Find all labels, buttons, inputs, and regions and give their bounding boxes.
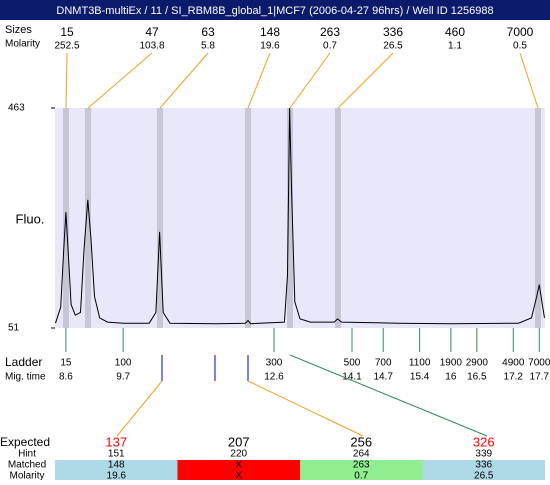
peak-size: 47	[145, 25, 159, 39]
trace	[55, 107, 545, 325]
ladder-size: 1900	[440, 358, 463, 369]
peak-band	[335, 108, 341, 328]
row-label: Molarity	[9, 471, 44, 480]
plot-area	[55, 108, 545, 328]
peak-size: 15	[60, 25, 74, 39]
ladder-size: 1100	[409, 358, 431, 369]
ladder-size: 100	[115, 358, 132, 369]
peak-molarity: 26.5	[383, 41, 403, 52]
y-axis-label: Fluo.	[16, 211, 45, 226]
peak-molarity: 0.5	[513, 41, 527, 52]
expected-value: 326	[473, 434, 495, 449]
peak-molarity: 0.7	[323, 41, 337, 52]
ladder-size: 2900	[466, 358, 489, 369]
y-tick-label: 463	[8, 103, 25, 114]
peak-band	[85, 108, 91, 328]
hint-value: 339	[475, 449, 492, 460]
peak-pointer	[247, 52, 271, 109]
peak-band	[535, 108, 541, 328]
hint-value: 151	[108, 449, 125, 460]
ladder-size: 7000	[528, 358, 550, 369]
peak-size: 63	[201, 25, 215, 39]
peak-size: 336	[383, 25, 403, 39]
expected-value: 137	[105, 434, 127, 449]
match-cell	[422, 460, 545, 480]
ladder-time: 14.1	[342, 372, 362, 383]
ladder-size: 4900	[502, 358, 525, 369]
molarity-value: 19.6	[107, 471, 127, 480]
peak-band	[157, 108, 163, 328]
match-cell	[55, 460, 178, 480]
peak-size: 460	[445, 25, 465, 39]
peak-molarity: 103.8	[139, 41, 164, 52]
peak-molarity: 252.5	[54, 41, 79, 52]
y-tick-label: 51	[8, 323, 20, 334]
ladder-size: 15	[60, 358, 72, 369]
matched-value: 148	[108, 460, 125, 471]
molarity-value: X	[235, 471, 242, 480]
molarity-value: 0.7	[354, 471, 368, 480]
expected-value: 207	[228, 434, 250, 449]
ladder-size: 300	[266, 358, 283, 369]
ladder-time: 8.6	[59, 372, 73, 383]
ladder-time: 16.5	[467, 372, 487, 383]
expected-pointer	[247, 380, 364, 437]
peak-size: 263	[320, 25, 340, 39]
ladder-time: 15.4	[410, 372, 430, 383]
peak-size: 7000	[507, 25, 534, 39]
matched-value: X	[235, 460, 242, 471]
row-label: Sizes	[5, 24, 32, 36]
peak-pointer	[159, 52, 209, 109]
match-cell	[177, 460, 300, 480]
ladder-time: 9.7	[116, 372, 130, 383]
peak-molarity: 19.6	[260, 41, 280, 52]
peak-molarity: 1.1	[448, 41, 462, 52]
matched-value: 336	[475, 460, 492, 471]
molarity-value: 26.5	[474, 471, 494, 480]
ladder-size: 700	[375, 358, 392, 369]
peak-pointer	[65, 52, 68, 109]
title-bar	[0, 0, 550, 20]
hint-value: 220	[230, 449, 247, 460]
peak-band	[245, 108, 251, 328]
ladder-time: 17.7	[530, 372, 550, 383]
hint-value: 264	[353, 449, 370, 460]
row-label: Mig. time	[5, 372, 46, 383]
peak-size: 148	[260, 25, 280, 39]
peak-band	[287, 108, 293, 328]
expected-pointer	[116, 380, 163, 437]
ladder-time: 12.6	[264, 372, 284, 383]
expected-value: 256	[350, 434, 372, 449]
row-label: Molarity	[5, 39, 40, 50]
peak-pointer	[289, 52, 331, 109]
peak-pointer	[87, 52, 153, 109]
row-label: Expected	[0, 435, 50, 449]
ladder-time: 16	[445, 372, 457, 383]
match-cell	[300, 460, 423, 480]
peak-pointer	[519, 52, 539, 109]
peak-pointer	[337, 52, 394, 109]
title: DNMT3B-multiEx / 11 / SI_RBM8B_global_1|…	[56, 5, 493, 17]
peak-molarity: 5.8	[201, 41, 215, 52]
row-label: Hint	[18, 449, 36, 460]
ladder-size: 500	[344, 358, 361, 369]
matched-value: 263	[353, 460, 370, 471]
ladder-time: 17.2	[504, 372, 524, 383]
ladder-time: 14.7	[373, 372, 393, 383]
expected-pointer	[289, 354, 488, 437]
row-label: Matched	[8, 460, 46, 471]
row-label: Ladder	[5, 355, 42, 369]
